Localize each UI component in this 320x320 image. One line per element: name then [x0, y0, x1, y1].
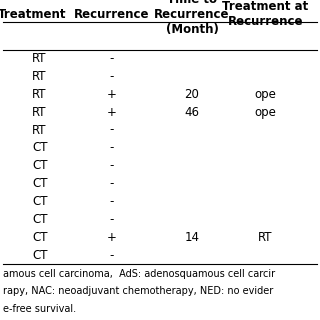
Text: -: -: [110, 249, 114, 261]
Text: Treatment: Treatment: [0, 8, 66, 21]
Text: -: -: [110, 70, 114, 83]
Text: CT: CT: [32, 249, 47, 261]
Text: -: -: [110, 141, 114, 154]
Text: RT: RT: [32, 106, 46, 119]
Text: +: +: [107, 231, 117, 244]
Text: -: -: [110, 195, 114, 208]
Text: CT: CT: [32, 141, 47, 154]
Text: amous cell carcinoma,  AdS: adenosquamous cell carcir: amous cell carcinoma, AdS: adenosquamous…: [3, 269, 275, 279]
Text: CT: CT: [32, 213, 47, 226]
Text: Treatment at
Recurrence: Treatment at Recurrence: [222, 0, 309, 28]
Text: RT: RT: [32, 70, 46, 83]
Text: CT: CT: [32, 195, 47, 208]
Text: CT: CT: [32, 159, 47, 172]
Text: ope: ope: [255, 88, 276, 101]
Text: -: -: [110, 52, 114, 65]
Text: ope: ope: [255, 106, 276, 119]
Text: +: +: [107, 106, 117, 119]
Text: -: -: [110, 213, 114, 226]
Text: Recurrence: Recurrence: [74, 8, 150, 21]
Text: RT: RT: [258, 231, 273, 244]
Text: e-free survival.: e-free survival.: [3, 304, 76, 314]
Text: RT: RT: [32, 52, 46, 65]
Text: CT: CT: [32, 177, 47, 190]
Text: Time to
Recurrence
(Month): Time to Recurrence (Month): [154, 0, 230, 36]
Text: 20: 20: [185, 88, 199, 101]
Text: 46: 46: [185, 106, 199, 119]
Text: -: -: [110, 177, 114, 190]
Text: RT: RT: [32, 88, 46, 101]
Text: -: -: [110, 159, 114, 172]
Text: 14: 14: [185, 231, 199, 244]
Text: CT: CT: [32, 231, 47, 244]
Text: rapy, NAC: neoadjuvant chemotherapy, NED: no evider: rapy, NAC: neoadjuvant chemotherapy, NED…: [3, 286, 274, 296]
Text: -: -: [110, 124, 114, 137]
Text: RT: RT: [32, 124, 46, 137]
Text: +: +: [107, 88, 117, 101]
